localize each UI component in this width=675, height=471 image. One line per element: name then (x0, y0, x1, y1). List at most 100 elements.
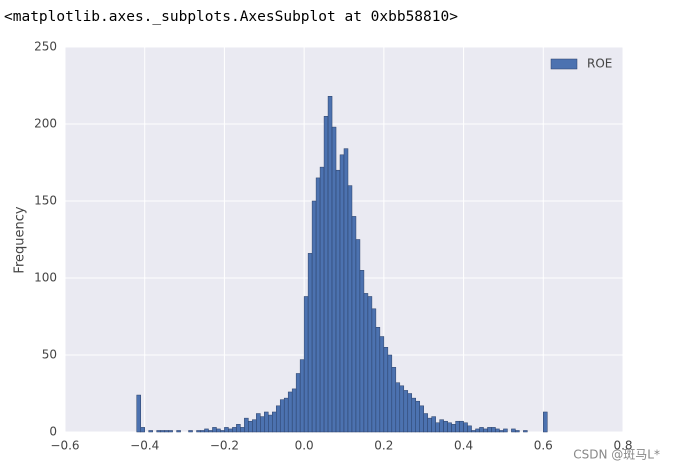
histogram-bar (232, 427, 237, 433)
histogram-bar (228, 428, 233, 433)
histogram-bar (224, 427, 229, 433)
histogram-bar (411, 397, 416, 433)
histogram-bar (351, 216, 357, 433)
histogram-bar (236, 424, 241, 433)
histogram-bar (451, 424, 456, 433)
histogram-bar (359, 270, 365, 433)
histogram-bar (140, 427, 145, 433)
legend-label: ROE (587, 57, 612, 71)
histogram-bar (471, 430, 476, 433)
x-tick-label: 0.8 (613, 439, 632, 453)
histogram-bar (196, 430, 201, 433)
legend-swatch (550, 58, 578, 70)
histogram-bar (188, 430, 193, 433)
histogram-bar (212, 427, 217, 433)
histogram-bar (339, 154, 345, 433)
histogram-bar (495, 428, 500, 433)
histogram-bar (279, 399, 285, 433)
y-tick-label: 250 (34, 40, 57, 54)
histogram-bar (463, 422, 468, 433)
histogram-bar (427, 417, 432, 433)
histogram-bar (240, 427, 245, 433)
histogram-bar (459, 420, 464, 433)
histogram-bar (395, 382, 401, 433)
x-tick-label: 0.6 (534, 439, 553, 453)
histogram-bar (399, 385, 405, 433)
histogram-bar (355, 239, 361, 433)
histogram-bar (327, 96, 333, 433)
watermark: CSDN @斑马L* (573, 448, 660, 462)
histogram-bar (164, 430, 169, 433)
histogram-bar (499, 430, 504, 433)
histogram-bar (264, 411, 269, 433)
histogram-bar (303, 296, 309, 433)
histogram-bar (136, 394, 141, 433)
histogram-bar (148, 430, 153, 433)
y-tick-label: 100 (34, 271, 57, 285)
histogram-bar (375, 327, 381, 433)
y-tick-label: 50 (42, 348, 57, 362)
histogram-bar (511, 428, 516, 433)
histogram-bar (299, 359, 305, 433)
histogram-bar (291, 388, 297, 433)
histogram-bar (515, 430, 520, 433)
x-tick-label: 0.4 (454, 439, 473, 453)
histogram-bar (523, 430, 528, 433)
histogram-bar (363, 293, 369, 433)
histogram-bar (295, 373, 301, 433)
histogram-bar (220, 430, 225, 433)
histogram-bar (503, 428, 508, 433)
output-header: <matplotlib.axes._subplots.AxesSubplot a… (4, 9, 458, 25)
histogram-bar (419, 405, 424, 433)
histogram-bar (439, 419, 444, 433)
histogram-bar (343, 148, 349, 433)
y-axis-label: Frequency (13, 206, 28, 273)
histogram-bar (491, 427, 496, 433)
histogram-bar (260, 416, 265, 433)
histogram-bar (311, 200, 317, 433)
x-tick-label: 0.0 (295, 439, 314, 453)
histogram-bar (252, 419, 257, 433)
histogram-bar (208, 430, 213, 433)
histogram-bar (347, 185, 353, 433)
histogram-bar (168, 430, 173, 433)
histogram-bar (371, 308, 377, 433)
x-tick-label: −0.6 (50, 439, 79, 453)
histogram-bar (156, 430, 161, 433)
histogram-bar (319, 166, 325, 433)
histogram-bar (379, 336, 385, 433)
histogram-bar (244, 417, 249, 433)
histogram-bar (248, 420, 253, 433)
y-tick-label: 0 (49, 425, 57, 439)
x-tick-label: −0.2 (210, 439, 239, 453)
histogram-bar (176, 430, 181, 433)
histogram-bar (331, 126, 337, 433)
histogram-bar (272, 411, 277, 433)
histogram-bar (435, 422, 440, 433)
histogram-bar (431, 416, 436, 433)
histogram-bar (283, 397, 289, 433)
histogram-bar (543, 411, 548, 433)
histogram-bar (315, 177, 321, 433)
histogram-bar (387, 354, 393, 433)
histogram-bar (391, 367, 397, 433)
histogram-bar (256, 413, 261, 433)
histogram-bar (475, 428, 480, 433)
y-tick-label: 200 (34, 117, 57, 131)
histogram-bar (383, 347, 389, 433)
histogram-bar (275, 405, 281, 433)
histogram-bar (487, 427, 492, 433)
x-tick-label: −0.4 (130, 439, 159, 453)
x-tick-label: 0.2 (374, 439, 393, 453)
histogram-bar (367, 296, 373, 433)
histogram-bar (323, 116, 329, 433)
histogram-bar (455, 420, 460, 433)
histogram-bar (335, 169, 341, 433)
histogram-bar (407, 393, 413, 433)
histogram-bar (307, 253, 313, 433)
histogram-bar (200, 430, 205, 433)
histogram-bar (479, 427, 484, 433)
histogram-bar (160, 430, 165, 433)
